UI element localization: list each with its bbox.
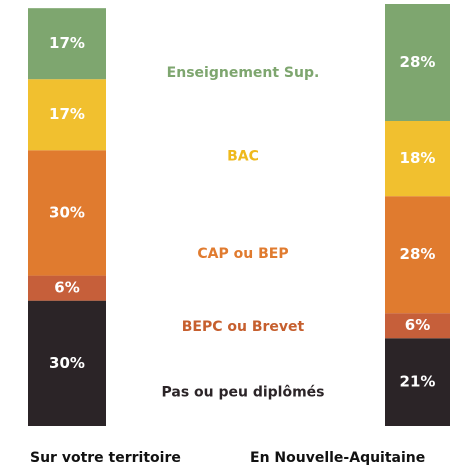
value-label: 17% xyxy=(49,34,85,52)
value-label: 30% xyxy=(49,203,85,221)
value-label: 21% xyxy=(400,373,436,391)
value-label: 6% xyxy=(405,316,430,334)
legend-label: BAC xyxy=(227,149,259,165)
bar-segment xyxy=(28,150,106,276)
bar-segment xyxy=(28,300,106,426)
bar-segment xyxy=(28,8,106,80)
bar-segment xyxy=(385,313,450,339)
category-label: Sur votre territoire xyxy=(30,450,181,466)
bar-segment xyxy=(385,338,450,426)
legend-label: Pas ou peu diplômés xyxy=(161,385,324,401)
legend-label: CAP ou BEP xyxy=(197,246,288,262)
bar-segment xyxy=(385,120,450,197)
bar-segment xyxy=(385,196,450,314)
legend-label: BEPC ou Brevet xyxy=(182,319,305,335)
value-label: 6% xyxy=(54,279,79,297)
bar-segment xyxy=(28,79,106,151)
value-label: 18% xyxy=(400,149,436,167)
value-label: 28% xyxy=(400,53,436,71)
bar-segment xyxy=(28,275,106,301)
bar-segment xyxy=(385,4,450,121)
legend-label: Enseignement Sup. xyxy=(167,65,320,81)
value-label: 17% xyxy=(49,105,85,123)
value-label: 30% xyxy=(49,354,85,372)
category-label: En Nouvelle-Aquitaine xyxy=(250,450,425,466)
value-label: 28% xyxy=(400,245,436,263)
